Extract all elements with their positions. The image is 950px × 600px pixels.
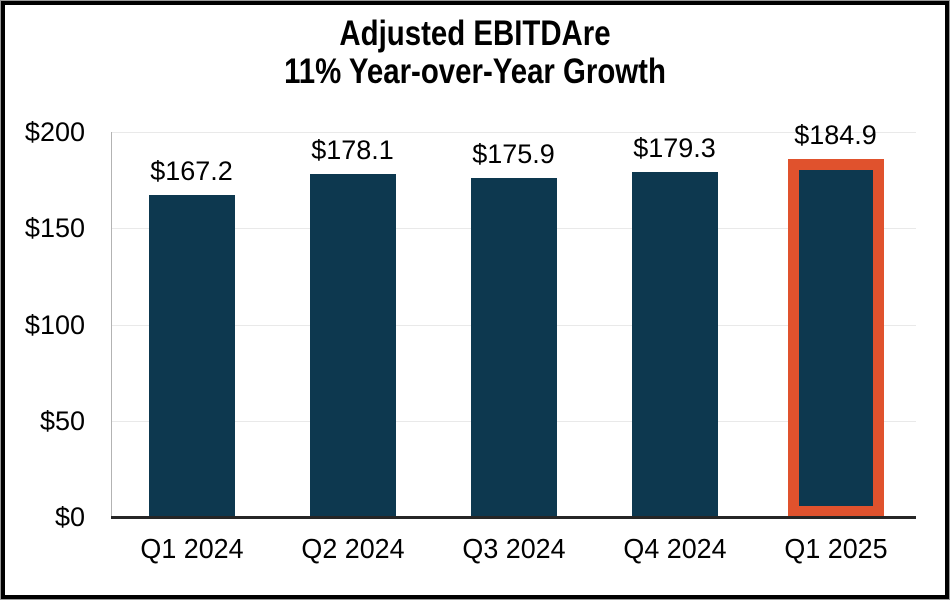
- data-label: $175.9: [472, 139, 555, 170]
- data-label: $179.3: [633, 132, 716, 163]
- data-label: $178.1: [311, 135, 394, 166]
- y-axis-line: [111, 132, 112, 517]
- bar: [309, 174, 396, 517]
- chart-title-block: Adjusted EBITDAre 11% Year-over-Year Gro…: [77, 15, 873, 91]
- gridline: [111, 132, 916, 133]
- data-label: $167.2: [150, 156, 233, 187]
- x-category-label: Q1 2025: [783, 533, 888, 564]
- bar: [148, 195, 235, 517]
- x-category-label: Q2 2024: [300, 533, 405, 564]
- bar: [470, 178, 557, 517]
- y-tick-label: $50: [39, 405, 85, 436]
- bar: [631, 171, 718, 517]
- data-label: $184.9: [794, 120, 877, 151]
- y-tick-label: $0: [54, 502, 85, 532]
- chart-title: Adjusted EBITDAre: [339, 14, 611, 53]
- bar-highlight: [787, 159, 884, 517]
- x-category-label: Q3 2024: [461, 533, 566, 564]
- y-tick-label: $100: [24, 309, 85, 340]
- x-category-label: Q1 2024: [139, 533, 244, 564]
- x-axis-line: [111, 516, 916, 519]
- y-tick-label: $200: [24, 117, 85, 147]
- x-category-label: Q4 2024: [622, 533, 727, 564]
- chart-subtitle: 11% Year-over-Year Growth: [284, 52, 666, 91]
- y-tick-label: $150: [24, 213, 85, 244]
